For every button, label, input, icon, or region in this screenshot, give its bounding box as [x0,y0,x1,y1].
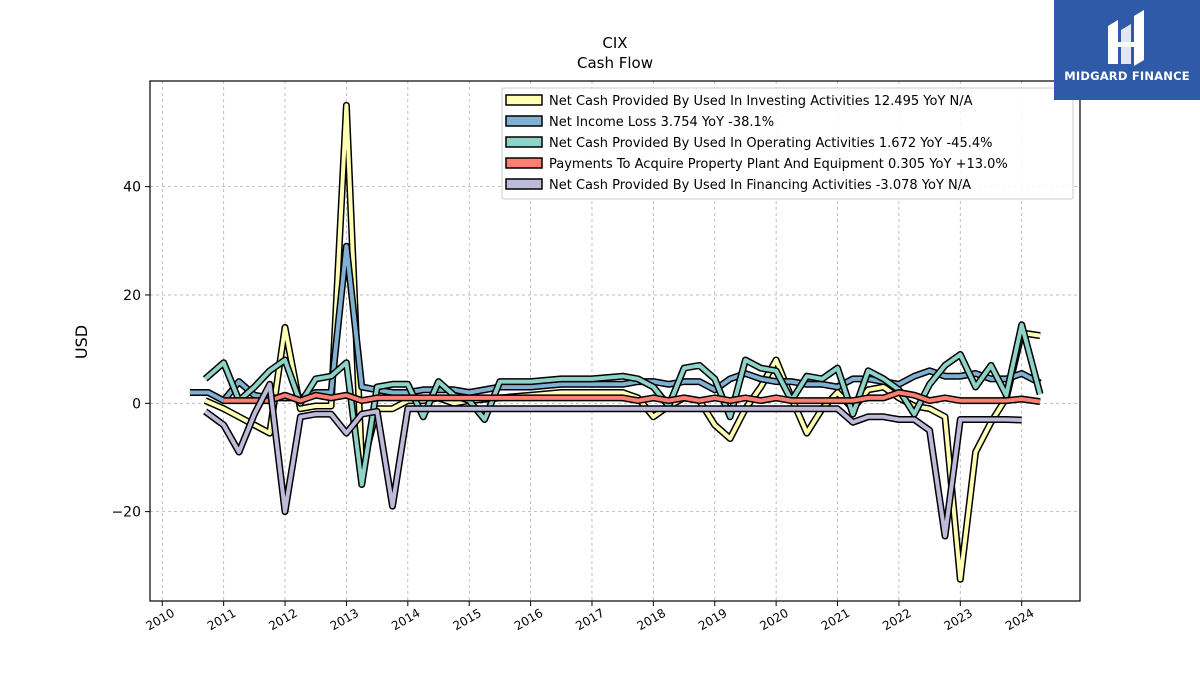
legend-swatch [505,157,543,169]
chart-subtitle: Cash Flow [577,54,653,72]
legend-swatch [505,115,543,127]
y-tick-label: 0 [132,396,141,412]
legend-entry: Net Income Loss 3.754 YoY -38.1% [549,115,774,130]
x-tick-label: 2023 [942,606,975,633]
series-line [223,390,1041,404]
legend-box [501,87,1074,200]
midgard-finance-logo: MIDGARD FINANCE [1054,0,1200,100]
x-tick-label: 2011 [205,606,238,633]
x-tick-label: 2021 [819,606,852,633]
y-axis-label: USD [72,325,91,359]
series-line [204,382,1022,538]
x-tick-label: 2012 [266,606,299,633]
x-tick-label: 2015 [450,606,483,633]
series-line [203,322,1043,487]
series-2 [202,321,1044,488]
y-tick-label: 20 [123,288,141,304]
x-tick-label: 2018 [635,606,668,633]
x-tick-label: 2013 [328,606,361,633]
series-1 [189,242,1042,405]
logo-text: MIDGARD FINANCE [1064,69,1190,83]
x-tick-label: 2024 [1003,606,1036,633]
y-tick-label: −20 [111,505,141,521]
series-4 [203,380,1022,540]
x-tick-label: 2010 [144,606,177,633]
x-tick-label: 2014 [389,606,422,633]
series-line [189,244,1042,403]
legend-swatch [505,178,543,190]
x-tick-label: 2016 [512,606,545,633]
x-tick-label: 2017 [573,606,606,633]
legend-entry: Net Cash Provided By Used In Financing A… [549,178,971,193]
series-lines [189,101,1044,583]
legend-entry: Payments To Acquire Property Plant And E… [549,157,1008,172]
series-3 [223,389,1041,406]
legend-entry: Net Cash Provided By Used In Operating A… [549,136,992,151]
legend: Net Cash Provided By Used In Investing A… [501,87,1074,200]
y-tick-label: 40 [123,180,141,196]
legend-swatch [505,94,543,106]
legend-entry: Net Cash Provided By Used In Investing A… [549,94,973,109]
legend-swatch [505,136,543,148]
x-tick-label: 2020 [757,606,790,633]
plot-frame [149,80,1081,602]
chart-title: CIX [602,34,627,52]
x-tick-label: 2019 [696,606,729,633]
logo-mark-icon [1108,10,1144,66]
x-tick-label: 2022 [880,606,913,633]
